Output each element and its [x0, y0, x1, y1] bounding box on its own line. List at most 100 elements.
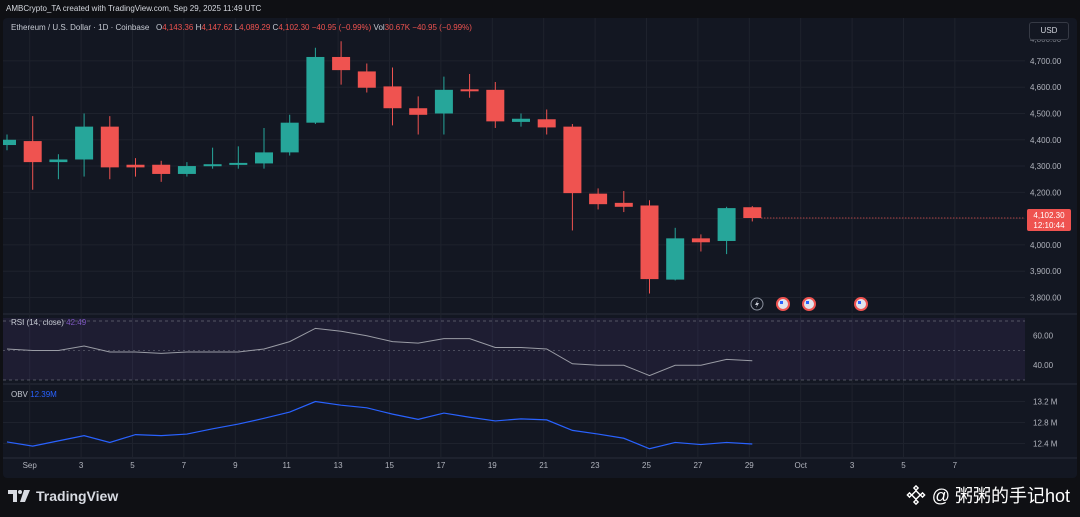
- candle-body: [177, 166, 196, 174]
- us-flag-icon: [776, 297, 790, 311]
- rsi-tick-label: 60.00: [1033, 332, 1054, 341]
- high-value: 4,147.62: [201, 23, 233, 32]
- time-tick-label: 19: [488, 461, 497, 470]
- candle-body: [666, 238, 685, 280]
- price-badge-value: 4,102.30: [1033, 211, 1065, 220]
- candle-body: [280, 122, 299, 153]
- time-tick-label: 7: [182, 461, 187, 470]
- rsi-series-line: [6, 327, 753, 377]
- time-tick-label: 25: [642, 461, 651, 470]
- time-tick-label: 5: [901, 461, 906, 470]
- candle-body: [332, 56, 351, 71]
- tradingview-logo[interactable]: TradingView: [8, 488, 118, 504]
- binance-icon: [906, 485, 926, 505]
- ohlc-legend: Ethereum / U.S. Dollar · 1D · Coinbase O…: [11, 23, 472, 32]
- volume-value: 30.67K: [384, 23, 411, 32]
- chart-canvas[interactable]: 3,800.003,900.004,000.004,100.004,200.00…: [3, 18, 1077, 478]
- candle-body: [152, 164, 171, 174]
- price-tick-label: 4,600.00: [1030, 83, 1062, 92]
- close-value: 4,102.30: [278, 23, 310, 32]
- us-flag-icon: [802, 297, 816, 311]
- candle-body: [717, 208, 736, 241]
- candle-body: [357, 71, 376, 88]
- change-value: −40.95 (−0.99%): [311, 23, 372, 32]
- obv-label: OBV: [11, 390, 28, 399]
- time-tick-label: 27: [693, 461, 702, 470]
- candle-body: [383, 86, 402, 109]
- obv-value: 12.39M: [30, 390, 57, 399]
- candle-body: [306, 56, 325, 123]
- obv-tick-label: 12.8 M: [1033, 419, 1058, 428]
- candle-body: [255, 152, 273, 164]
- chart-frame[interactable]: 3,800.003,900.004,000.004,100.004,200.00…: [3, 18, 1077, 478]
- time-tick-label: 5: [130, 461, 135, 470]
- rsi-label: RSI (14, close): [11, 318, 64, 327]
- rsi-value: 42.49: [66, 318, 87, 327]
- obv-legend[interactable]: OBV 12.39M: [11, 390, 57, 399]
- price-tick-label: 3,900.00: [1030, 267, 1062, 276]
- price-tick-label: 4,700.00: [1030, 57, 1062, 66]
- rsi-band-background: [3, 318, 1025, 380]
- tradingview-logo-text: TradingView: [36, 488, 119, 504]
- price-tick-label: 4,000.00: [1030, 241, 1062, 250]
- candle-body: [49, 159, 68, 163]
- lightning-icon: [750, 297, 764, 311]
- price-tick-label: 4,200.00: [1030, 188, 1062, 197]
- time-tick-label: Sep: [23, 461, 38, 470]
- symbol-name[interactable]: Ethereum / U.S. Dollar · 1D · Coinbase: [11, 23, 150, 32]
- candle-body: [537, 119, 556, 128]
- open-label: O: [155, 23, 163, 32]
- time-tick-label: 15: [385, 461, 394, 470]
- rsi-legend[interactable]: RSI (14, close) 42.49: [11, 318, 86, 327]
- close-label: C: [272, 23, 279, 32]
- time-tick-label: 13: [334, 461, 343, 470]
- time-tick-label: 29: [745, 461, 754, 470]
- obv-tick-label: 13.2 M: [1033, 398, 1058, 407]
- time-tick-label: 23: [591, 461, 600, 470]
- candle-body: [229, 162, 248, 165]
- candle-body: [691, 238, 710, 243]
- candle-body: [203, 164, 222, 167]
- candle-body: [640, 205, 659, 280]
- watermark: @ 粥粥的手记hot: [906, 482, 1070, 508]
- watermark-text: @ 粥粥的手记hot: [931, 486, 1070, 506]
- time-tick-label: 7: [953, 461, 958, 470]
- volume-label: Vol: [373, 23, 385, 32]
- obv-tick-label: 12.4 M: [1033, 440, 1058, 449]
- footer: TradingView @ 粥粥的手记hot: [0, 478, 1080, 517]
- rsi-tick-label: 40.00: [1033, 361, 1054, 370]
- candle-body: [75, 126, 94, 160]
- high-label: H: [195, 23, 202, 32]
- candle-body: [23, 141, 42, 163]
- candle-body: [460, 89, 479, 92]
- low-value: 4,089.29: [239, 23, 271, 32]
- low-label: L: [234, 23, 240, 32]
- candle-body: [3, 139, 16, 146]
- time-tick-label: 17: [436, 461, 445, 470]
- price-tick-label: 4,500.00: [1030, 109, 1062, 118]
- currency-button[interactable]: USD: [1029, 22, 1069, 40]
- candle-body: [409, 108, 428, 115]
- candle-body: [100, 126, 119, 168]
- obv-series-line: [6, 400, 753, 450]
- candle-body: [743, 207, 762, 219]
- price-badge: [1027, 209, 1071, 232]
- price-badge-countdown: 12:10:44: [1033, 221, 1065, 230]
- candle-body: [563, 126, 582, 194]
- price-tick-label: 4,300.00: [1030, 162, 1062, 171]
- price-tick-label: 4,400.00: [1030, 136, 1062, 145]
- time-tick-label: 9: [233, 461, 238, 470]
- candle-body: [126, 164, 145, 168]
- tradingview-logo-icon: [8, 490, 30, 502]
- time-tick-label: 3: [79, 461, 84, 470]
- time-tick-label: 21: [539, 461, 548, 470]
- candle-body: [434, 89, 453, 114]
- chart-caption: AMBCrypto_TA created with TradingView.co…: [0, 0, 1080, 18]
- us-flag-icon: [854, 297, 868, 311]
- time-tick-label: Oct: [794, 461, 807, 470]
- candle-body: [614, 202, 633, 207]
- time-tick-label: 3: [850, 461, 855, 470]
- candle-body: [589, 193, 608, 205]
- candle-body: [486, 89, 505, 122]
- time-tick-label: 11: [283, 461, 292, 470]
